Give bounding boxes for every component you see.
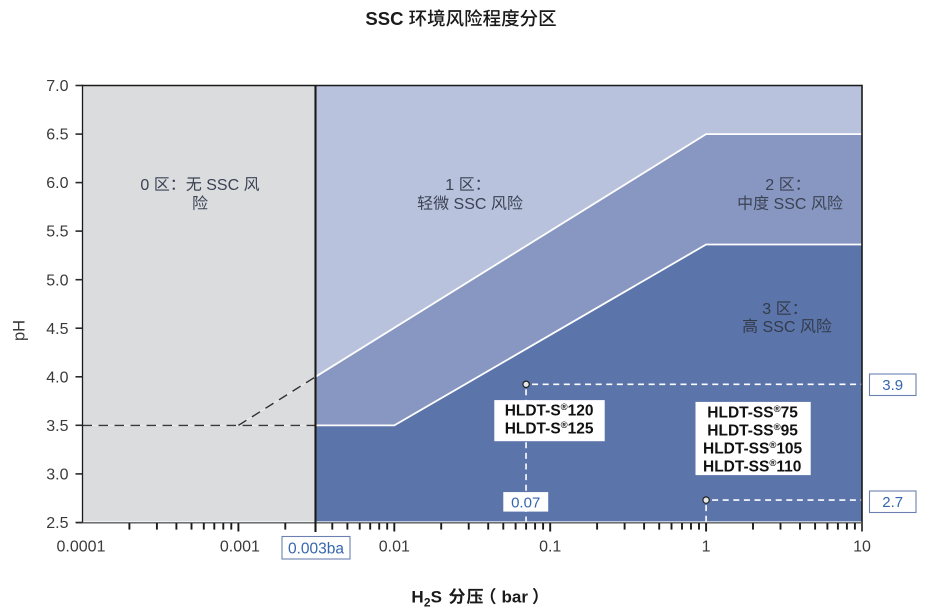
svg-text:6.5: 6.5 bbox=[46, 127, 68, 144]
svg-text:bar: bar bbox=[502, 588, 529, 607]
svg-text:1: 1 bbox=[445, 177, 458, 194]
svg-text:3: 3 bbox=[762, 301, 775, 318]
svg-text:2: 2 bbox=[424, 596, 431, 610]
svg-text:HLDT-SS®110: HLDT-SS®110 bbox=[703, 458, 801, 476]
svg-text:HLDT-S®120: HLDT-S®120 bbox=[505, 402, 594, 420]
svg-text:1: 1 bbox=[702, 539, 711, 556]
svg-text:5.0: 5.0 bbox=[46, 272, 68, 289]
svg-text:S: S bbox=[431, 588, 442, 607]
svg-text:2: 2 bbox=[765, 177, 778, 194]
svg-text:0.003ba: 0.003ba bbox=[288, 541, 344, 558]
svg-text:10: 10 bbox=[853, 539, 871, 556]
svg-text:0.1: 0.1 bbox=[539, 539, 561, 556]
svg-text:0.01: 0.01 bbox=[379, 539, 410, 556]
svg-text:0.07: 0.07 bbox=[511, 494, 540, 511]
svg-text:0.001: 0.001 bbox=[220, 539, 260, 556]
svg-text:HLDT-SS®75: HLDT-SS®75 bbox=[707, 404, 798, 422]
svg-text:4.5: 4.5 bbox=[46, 321, 68, 338]
svg-text:3.0: 3.0 bbox=[46, 467, 68, 484]
svg-text:HLDT-SS®105: HLDT-SS®105 bbox=[703, 440, 803, 458]
svg-text:5.5: 5.5 bbox=[46, 224, 68, 241]
svg-text:0: 0 bbox=[140, 177, 153, 194]
svg-text:SSC: SSC bbox=[365, 8, 408, 29]
svg-text:3.5: 3.5 bbox=[46, 418, 68, 435]
svg-text:HLDT-S®125: HLDT-S®125 bbox=[505, 420, 594, 438]
svg-text:7.0: 7.0 bbox=[46, 78, 68, 95]
svg-text:H: H bbox=[411, 588, 423, 607]
svg-text:SSC: SSC bbox=[449, 196, 491, 213]
svg-text:HLDT-SS®95: HLDT-SS®95 bbox=[707, 422, 798, 440]
svg-text:SSC: SSC bbox=[769, 196, 811, 213]
svg-text:SSC: SSC bbox=[758, 319, 800, 336]
svg-text:0.0001: 0.0001 bbox=[57, 539, 106, 556]
svg-text:pH: pH bbox=[11, 320, 29, 341]
svg-text:SSC: SSC bbox=[202, 177, 244, 194]
svg-text:4.0: 4.0 bbox=[46, 369, 68, 386]
svg-text:2.5: 2.5 bbox=[46, 515, 68, 532]
svg-text:3.9: 3.9 bbox=[882, 377, 903, 394]
svg-text:6.0: 6.0 bbox=[46, 175, 68, 192]
svg-text:2.7: 2.7 bbox=[882, 494, 903, 511]
